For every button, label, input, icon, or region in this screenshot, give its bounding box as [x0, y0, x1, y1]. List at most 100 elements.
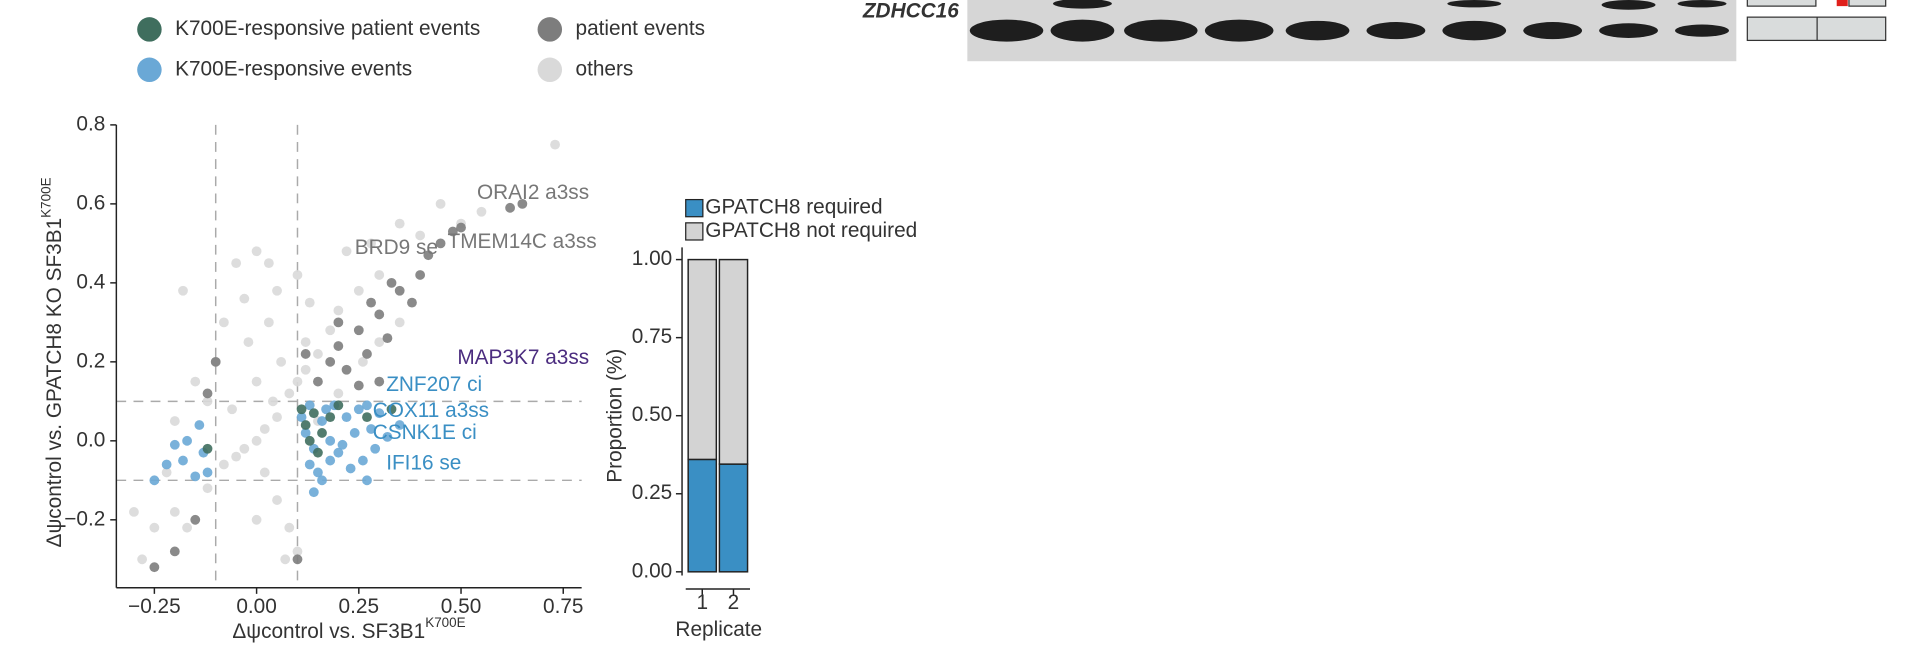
data-point	[353, 380, 364, 391]
data-point	[374, 408, 385, 419]
data-point	[194, 420, 205, 430]
data-point	[169, 416, 180, 426]
data-point	[517, 198, 528, 209]
legend-label: K700E-responsive events	[175, 57, 412, 80]
data-point	[394, 285, 405, 296]
gel-image	[967, 0, 1887, 62]
data-point	[169, 546, 180, 557]
data-point	[149, 562, 160, 573]
data-point	[415, 270, 426, 280]
data-point	[366, 424, 376, 434]
annotation: ORAI2 a3ss	[477, 181, 589, 204]
data-point	[300, 349, 311, 359]
x-axis-label-main: Δψcontrol vs. SF3B1	[232, 619, 425, 642]
data-point	[435, 198, 446, 209]
data-point	[366, 297, 376, 308]
gel-label: ZDHCC16	[862, 0, 959, 23]
x-axis-label: Δψcontrol vs. SF3B1K700E	[232, 615, 465, 643]
data-point	[476, 206, 487, 217]
x-tick-label: 0.50	[441, 595, 481, 618]
bar-segment	[687, 258, 718, 461]
data-point	[239, 443, 250, 454]
data-point	[374, 337, 385, 347]
data-point	[313, 349, 323, 359]
annotation: MAP3K7 a3ss	[457, 346, 589, 369]
legend-label: K700E-responsive patient events	[175, 17, 480, 40]
data-point	[333, 400, 344, 411]
data-point	[292, 554, 303, 565]
data-point	[386, 277, 397, 288]
x-tick-label: 2	[728, 591, 740, 614]
data-point	[296, 404, 307, 415]
data-point	[325, 325, 336, 336]
data-point	[349, 428, 360, 438]
y-tick-label: 0.50	[632, 403, 672, 426]
annotation: ZNF207 ci	[386, 373, 482, 396]
legend-marker	[537, 17, 563, 42]
data-point	[202, 483, 213, 494]
y-tick-label: 0.6	[76, 191, 105, 214]
data-point	[190, 471, 201, 482]
legend-label: patient events	[576, 17, 706, 40]
data-point	[231, 451, 242, 462]
data-point	[218, 459, 229, 470]
data-point	[149, 475, 160, 486]
y-axis-label: Proportion (%)	[603, 349, 626, 483]
data-point	[333, 305, 344, 316]
data-point	[353, 404, 364, 415]
data-point	[300, 364, 311, 375]
x-tick-label: −0.25	[128, 595, 181, 618]
y-tick-label: 0.00	[632, 559, 672, 582]
data-point	[341, 364, 352, 375]
data-point	[313, 376, 323, 387]
data-point	[325, 455, 336, 466]
data-point	[161, 467, 172, 478]
y-axis-label-main: Δψcontrol vs. GPATCH8 KO SF3B1	[43, 218, 66, 548]
annotation: IFI16 se	[386, 452, 461, 475]
data-point	[300, 428, 311, 438]
data-point	[362, 412, 372, 423]
x-tick-label: 0.75	[543, 595, 583, 618]
data-point	[435, 238, 446, 249]
data-point	[251, 376, 262, 387]
data-point	[190, 376, 201, 387]
data-point	[308, 408, 319, 419]
data-point	[394, 317, 405, 328]
data-point	[333, 388, 344, 399]
y-axis-label: Δψcontrol vs. GPATCH8 KO SF3B1K700E	[38, 177, 66, 547]
data-point	[129, 507, 139, 517]
bar-segment	[687, 458, 718, 573]
data-point	[415, 230, 426, 241]
data-point	[317, 416, 327, 426]
data-point	[161, 459, 172, 470]
data-point	[137, 554, 148, 565]
data-point	[231, 258, 242, 269]
annotation: CSNK1E ci	[373, 421, 477, 444]
data-point	[382, 333, 393, 344]
data-point	[313, 447, 323, 458]
data-point	[321, 404, 332, 415]
y-tick-label: 0.0	[76, 428, 105, 451]
data-point	[210, 356, 221, 367]
data-point	[178, 455, 188, 466]
data-point	[202, 467, 213, 478]
data-point	[337, 439, 348, 450]
y-tick-label: 0.2	[76, 349, 105, 372]
data-point	[423, 250, 434, 261]
data-point	[374, 376, 385, 387]
data-point	[263, 317, 274, 328]
data-point	[333, 447, 344, 458]
y-axis-label-sup: K700E	[38, 177, 53, 217]
data-point	[505, 202, 515, 213]
data-point	[280, 554, 291, 565]
data-point	[251, 514, 262, 525]
legend-label: GPATCH8 not required	[705, 219, 917, 242]
annotation: BRD9 se	[355, 236, 438, 259]
data-point	[407, 297, 417, 308]
data-point	[169, 507, 180, 517]
data-point	[292, 546, 303, 557]
x-tick-label: 0.00	[236, 595, 276, 618]
data-point	[362, 349, 372, 359]
data-point	[341, 246, 352, 257]
data-point	[182, 435, 192, 446]
